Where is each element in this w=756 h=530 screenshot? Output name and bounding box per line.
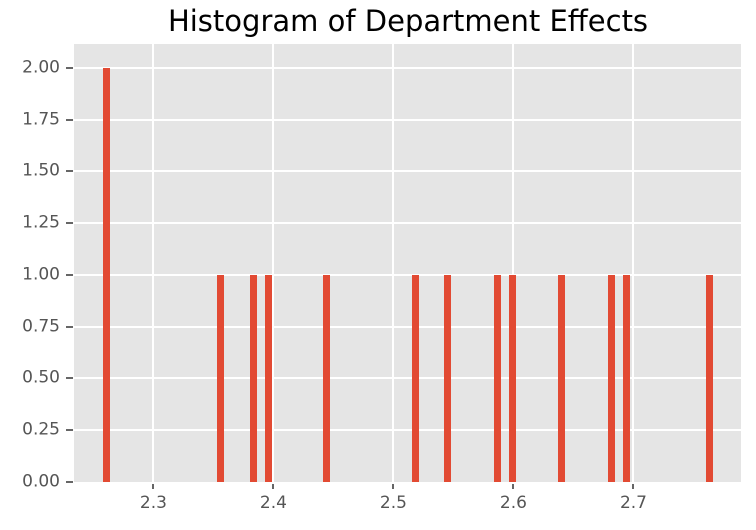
horizontal-gridline (74, 377, 741, 380)
y-tick-mark (66, 66, 73, 69)
y-tick-mark (66, 325, 73, 328)
vertical-gridline (512, 44, 515, 482)
bar-layer (74, 44, 741, 482)
histogram-bar (705, 274, 713, 482)
y-tick-label: 1.25 (22, 212, 60, 233)
horizontal-gridline (74, 170, 741, 173)
y-tick-label: 2.00 (22, 57, 60, 78)
histogram-bar (508, 274, 516, 482)
plot-area: 0.00 0.25 0.50 0.75 1.00 1.25 1.50 1.75 2.00 2.3 2… (22, 44, 741, 513)
histogram-bar (249, 274, 257, 482)
chart-title: Histogram of Department Effects (167, 4, 649, 38)
histogram-bar (608, 274, 616, 482)
histogram-bar (411, 274, 419, 482)
y-tick-label: 0.75 (22, 316, 60, 337)
x-tick-mark (512, 484, 515, 489)
histogram-bar (265, 274, 273, 482)
y-tick-label: 0.00 (22, 471, 60, 492)
x-tick-mark (632, 484, 635, 489)
horizontal-gridline (74, 66, 741, 69)
x-tick-mark (272, 484, 275, 489)
y-tick-mark (66, 377, 73, 380)
histogram-bar (443, 274, 451, 482)
vertical-gridline (392, 44, 395, 482)
horizontal-gridline (74, 118, 741, 121)
y-tick-mark (66, 118, 73, 121)
y-tick-mark (66, 273, 73, 276)
x-tick-mark (392, 484, 395, 489)
horizontal-gridline (74, 222, 741, 225)
x-tick-label: 2.7 (619, 493, 647, 513)
x-tick-label: 2.3 (139, 493, 167, 513)
histogram-bar (557, 274, 565, 482)
histogram-bar (103, 67, 111, 482)
vertical-gridline (272, 44, 275, 482)
y-tick-label: 1.50 (22, 160, 60, 181)
histogram-bar (622, 274, 630, 482)
horizontal-gridline (74, 429, 741, 432)
y-tick-label: 1.00 (22, 264, 60, 285)
x-tick-label: 2.5 (379, 493, 407, 513)
gridline-layer (74, 44, 741, 482)
y-tick-mark (66, 481, 73, 483)
y-tick-label: 0.25 (22, 419, 60, 440)
y-tick-label: 0.50 (22, 367, 60, 388)
tick-layer: 0.00 0.25 0.50 0.75 1.00 1.25 1.50 1.75 2.00 2.3 2… (22, 44, 741, 513)
y-tick-mark (66, 170, 73, 173)
x-tick-label: 2.4 (259, 493, 287, 513)
y-tick-mark (66, 222, 73, 225)
horizontal-gridline (74, 273, 741, 276)
x-tick-mark (152, 484, 155, 489)
y-tick-mark (66, 429, 73, 432)
y-tick-label: 1.75 (22, 109, 60, 130)
x-tick-label: 2.6 (499, 493, 527, 513)
histogram-bar (217, 274, 225, 482)
horizontal-gridline (74, 325, 741, 328)
vertical-gridline (152, 44, 155, 482)
histogram-bar (494, 274, 502, 482)
vertical-gridline (632, 44, 635, 482)
histogram-bar (322, 274, 330, 482)
